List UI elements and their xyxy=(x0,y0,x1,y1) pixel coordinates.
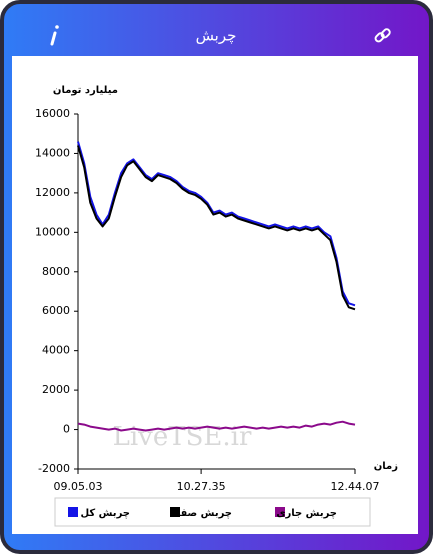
y-tick-label: 14000 xyxy=(35,146,70,159)
y-tick-label: 4000 xyxy=(42,344,70,357)
legend-label: چربش صف xyxy=(176,508,232,519)
legend-swatch xyxy=(68,507,78,517)
chart-panel xyxy=(12,56,418,534)
x-tick-label: 12.44.07 xyxy=(331,480,380,493)
y-tick-label: 8000 xyxy=(42,265,70,278)
x-tick-label: 10.27.35 xyxy=(177,480,226,493)
header-title: چربش xyxy=(196,27,237,45)
legend-label: چربش جاری xyxy=(276,508,337,519)
y-tick-label: 10000 xyxy=(35,225,70,238)
link-icon[interactable] xyxy=(374,28,391,43)
x-axis-label: زمان xyxy=(374,461,398,472)
x-tick-label: 09.05.03 xyxy=(54,480,103,493)
legend-swatch xyxy=(275,507,285,517)
y-tick-label: 6000 xyxy=(42,304,70,317)
watermark: LiveTSE.ir xyxy=(113,422,252,452)
series-line xyxy=(77,145,356,311)
legend xyxy=(54,497,371,527)
y-tick-label: 16000 xyxy=(35,107,70,120)
legend-label: چربش کل xyxy=(80,508,130,519)
y-tick-label: 0 xyxy=(63,423,70,436)
info-icon[interactable] xyxy=(50,25,59,46)
series-line xyxy=(77,420,356,432)
y-axis-label: میلیارد تومان xyxy=(53,85,118,96)
y-tick-label: 2000 xyxy=(42,383,70,396)
y-tick-label: -2000 xyxy=(38,462,70,475)
legend-swatch xyxy=(170,507,180,517)
series-line xyxy=(77,141,356,307)
y-tick-label: 12000 xyxy=(35,186,70,199)
